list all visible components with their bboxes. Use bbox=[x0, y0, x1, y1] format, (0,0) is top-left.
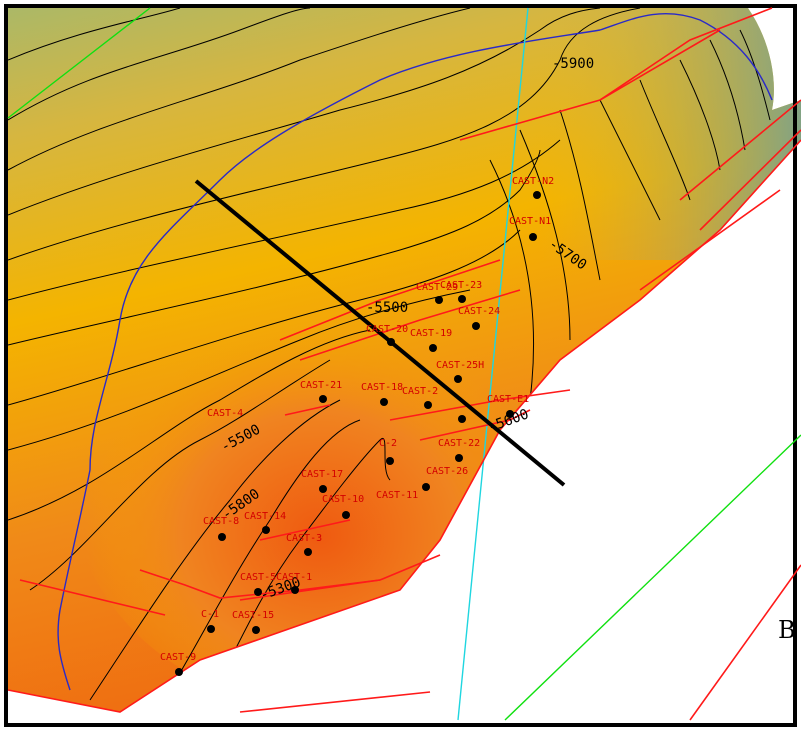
svg-text:CAST-22: CAST-22 bbox=[438, 438, 480, 449]
well-cast-9[interactable]: CAST-9 bbox=[160, 652, 196, 676]
cross-section-line bbox=[194, 179, 566, 487]
svg-text:CAST-3: CAST-3 bbox=[286, 533, 322, 544]
svg-text:CAST-17: CAST-17 bbox=[301, 469, 343, 480]
svg-text:CAST-4: CAST-4 bbox=[207, 408, 243, 419]
well-cast-21[interactable]: CAST-21 bbox=[300, 380, 342, 403]
svg-text:CAST-N1: CAST-N1 bbox=[509, 216, 551, 227]
well-cast-29[interactable]: CAST-29 bbox=[416, 282, 458, 304]
well-cast-26[interactable]: CAST-26 bbox=[426, 454, 468, 477]
svg-text:CAST-1: CAST-1 bbox=[276, 572, 312, 583]
well-cast-18[interactable]: CAST-18 bbox=[361, 382, 403, 406]
svg-text:CAST-19: CAST-19 bbox=[410, 328, 452, 339]
well-cast-14[interactable]: CAST-14 bbox=[244, 511, 286, 534]
cyan-line bbox=[457, 7, 529, 721]
well-cast-4: CAST-4 bbox=[207, 408, 243, 419]
svg-text:CAST-2: CAST-2 bbox=[402, 386, 438, 397]
well-cast-22[interactable]: CAST-22 bbox=[438, 415, 480, 449]
svg-text:C-1: C-1 bbox=[201, 609, 219, 620]
svg-text:CAST-26: CAST-26 bbox=[426, 466, 468, 477]
contour-label: -5900 bbox=[552, 56, 594, 72]
well-cast-20[interactable]: CAST-20 bbox=[366, 324, 408, 346]
svg-text:CAST-29: CAST-29 bbox=[416, 282, 458, 293]
green-line-nw bbox=[7, 7, 151, 119]
map-frame-border bbox=[4, 4, 797, 727]
svg-text:C-2: C-2 bbox=[379, 438, 397, 449]
well-cast-8[interactable]: CAST-8 bbox=[203, 516, 239, 541]
svg-text:CAST-5: CAST-5 bbox=[240, 572, 276, 583]
well-c-2[interactable]: C-2 bbox=[379, 438, 397, 465]
well-cast-n1[interactable]: CAST-N1 bbox=[509, 216, 551, 241]
svg-text:CAST-9: CAST-9 bbox=[160, 652, 196, 663]
svg-text:CAST-24: CAST-24 bbox=[458, 306, 500, 317]
well-cast-11[interactable]: CAST-11 bbox=[376, 483, 430, 501]
well-c-1[interactable]: C-1 bbox=[201, 609, 219, 633]
well-cast-3[interactable]: CAST-3 bbox=[286, 533, 322, 556]
well-cast-e1[interactable]: CAST-E1 bbox=[487, 394, 529, 418]
well-cast-15[interactable]: CAST-15 bbox=[232, 610, 274, 634]
svg-text:CAST-8: CAST-8 bbox=[203, 516, 239, 527]
svg-text:CAST-N2: CAST-N2 bbox=[512, 176, 554, 187]
svg-text:CAST-10: CAST-10 bbox=[322, 494, 364, 505]
wells: CAST-N2 CAST-N1 CAST-23 CAST-29 CAST-24 … bbox=[160, 176, 554, 676]
svg-text:CAST-11: CAST-11 bbox=[376, 490, 418, 501]
well-cast-23[interactable]: CAST-23 bbox=[440, 280, 482, 303]
blue-boundary-line bbox=[57, 13, 773, 691]
green-line-se bbox=[504, 434, 801, 721]
well-cast-19[interactable]: CAST-19 bbox=[410, 328, 452, 352]
well-cast-24[interactable]: CAST-24 bbox=[458, 306, 500, 330]
well-cast-1[interactable]: CAST-1 bbox=[276, 572, 312, 594]
svg-text:CAST-20: CAST-20 bbox=[366, 324, 408, 335]
well-cast-5[interactable]: CAST-5 bbox=[240, 572, 276, 596]
well-cast-2x[interactable]: CAST-2 bbox=[402, 386, 438, 409]
svg-text:CAST-23: CAST-23 bbox=[440, 280, 482, 291]
svg-text:CAST-E1: CAST-E1 bbox=[487, 394, 529, 405]
svg-text:CAST-15: CAST-15 bbox=[232, 610, 274, 621]
well-cast-10[interactable]: CAST-10 bbox=[322, 494, 364, 519]
svg-text:CAST-21: CAST-21 bbox=[300, 380, 342, 391]
well-cast-17[interactable]: CAST-17 bbox=[301, 469, 343, 493]
svg-text:CAST-14: CAST-14 bbox=[244, 511, 286, 522]
svg-text:CAST-25H: CAST-25H bbox=[436, 360, 484, 371]
section-end-label: B bbox=[778, 616, 796, 644]
svg-text:CAST-18: CAST-18 bbox=[361, 382, 403, 393]
well-cast-n2[interactable]: CAST-N2 bbox=[512, 176, 554, 199]
contour-label: -5500 bbox=[366, 300, 408, 316]
well-cast-25h[interactable]: CAST-25H bbox=[436, 360, 484, 383]
